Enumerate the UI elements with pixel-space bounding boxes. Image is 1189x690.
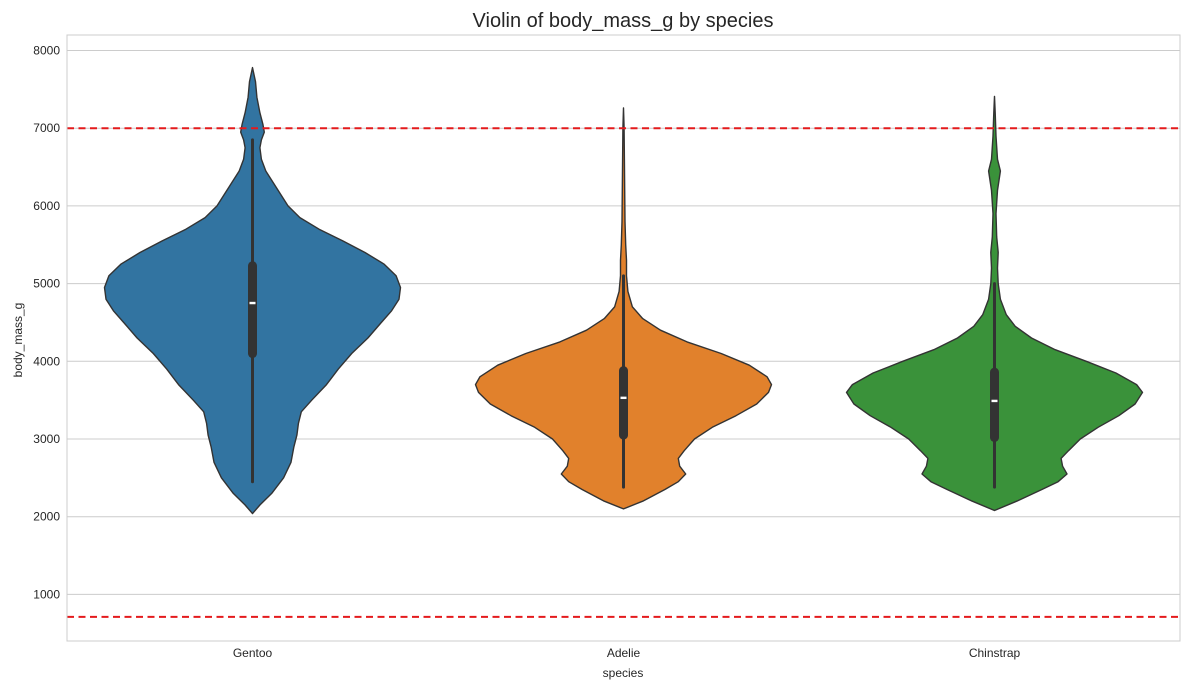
reference-lines — [67, 127, 1180, 618]
median-gentoo — [249, 301, 256, 305]
y-axis-label: body_mass_g — [11, 303, 25, 378]
chart-title: Violin of body_mass_g by species — [473, 10, 774, 32]
x-tick-label: Gentoo — [233, 646, 273, 660]
y-tick-label: 2000 — [33, 510, 60, 524]
x-tick-labels: Gentoo Adelie Chinstrap — [233, 646, 1021, 660]
median-chinstrap — [991, 399, 998, 403]
y-tick-label: 7000 — [33, 121, 60, 135]
x-tick-label: Chinstrap — [969, 646, 1021, 660]
y-tick-label: 5000 — [33, 277, 60, 291]
plot-frame — [66, 34, 1181, 642]
y-tick-label: 1000 — [33, 587, 60, 601]
y-tick-label: 4000 — [33, 354, 60, 368]
x-tick-label: Adelie — [607, 646, 641, 660]
y-tick-label: 8000 — [33, 44, 60, 58]
y-tick-label: 3000 — [33, 432, 60, 446]
x-axis-label: species — [603, 666, 644, 680]
y-tick-label: 6000 — [33, 199, 60, 213]
median-adelie — [620, 396, 627, 400]
inner-boxplots — [248, 138, 999, 489]
y-tick-labels: 1000 2000 3000 4000 5000 6000 7000 8000 — [33, 44, 60, 602]
